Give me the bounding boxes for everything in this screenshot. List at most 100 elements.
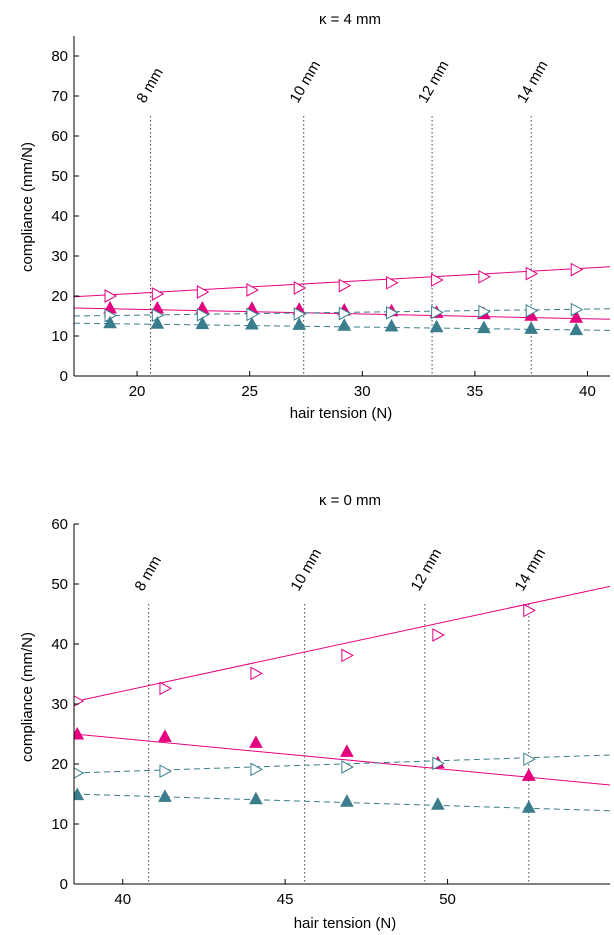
top-series-0-point-6 bbox=[386, 275, 399, 290]
top-x-tick-label-3: 35 bbox=[467, 383, 484, 400]
top-series-0-point-2 bbox=[196, 285, 210, 299]
top-series-0-point-1 bbox=[151, 287, 165, 301]
bottom-y-tick-label-6: 60 bbox=[51, 516, 68, 533]
top-series-2-point-10 bbox=[570, 302, 584, 317]
top-y-tick-label-7: 70 bbox=[51, 88, 68, 105]
bottom-x-tick-label-0: 40 bbox=[114, 891, 131, 908]
top-series-0-point-8 bbox=[478, 269, 491, 284]
bottom-series-2-point-2 bbox=[250, 762, 263, 777]
bottom-y-tick-label-2: 20 bbox=[51, 756, 68, 773]
bottom-series-2-point-3 bbox=[341, 760, 354, 774]
top-y-tick-label-2: 20 bbox=[51, 288, 68, 305]
bottom-series-2-point-5 bbox=[523, 752, 536, 767]
bottom-x-axis-title: hair tension (N) bbox=[294, 915, 397, 932]
bottom-y-axis-title: compliance (mm/N) bbox=[19, 632, 36, 762]
bottom-vline-label-0: 8 mm bbox=[131, 553, 164, 594]
top-series-0-point-3 bbox=[246, 283, 259, 297]
bottom-y-tick-label-4: 40 bbox=[51, 636, 68, 653]
top-y-tick-label-8: 80 bbox=[51, 48, 68, 65]
bottom-panel-title: κ = 0 mm bbox=[319, 492, 381, 509]
top-vline-label-3: 14 mm bbox=[514, 58, 552, 106]
top-series-1-point-10 bbox=[569, 310, 584, 323]
top-series-3-point-0 bbox=[103, 315, 117, 329]
top-series-3-point-10 bbox=[569, 322, 584, 336]
top-y-tick-label-3: 30 bbox=[51, 248, 68, 265]
top-series-3-point-6 bbox=[384, 318, 399, 332]
bottom-series-2-point-1 bbox=[159, 764, 173, 779]
bottom-vline-label-3: 14 mm bbox=[512, 546, 550, 594]
bottom-plot-area: 8 mm 10 mm 12 mm 14 mm 0 10 20 30 40 50 60 40 45 50 bbox=[51, 516, 610, 908]
top-series-2-point-3 bbox=[246, 307, 259, 322]
top-series-0-point-4 bbox=[293, 281, 307, 295]
top-vline-label-1: 10 mm bbox=[286, 58, 324, 106]
bottom-panel: κ = 0 mm 8 mm 10 mm 12 mm 14 mm 0 10 20 30 40 50 6… bbox=[19, 492, 610, 932]
top-y-tick-label-4: 40 bbox=[51, 208, 68, 225]
bottom-y-tick-label-1: 10 bbox=[51, 816, 68, 833]
top-series-0-point-5 bbox=[338, 278, 352, 293]
bottom-series-group bbox=[74, 585, 610, 813]
top-series-2-point-4 bbox=[293, 307, 307, 321]
top-series-3-point-5 bbox=[337, 318, 352, 331]
bottom-series-0-point-4 bbox=[432, 628, 445, 642]
bottom-series-3-point-1 bbox=[158, 789, 172, 802]
bottom-series-1-point-5 bbox=[521, 768, 536, 781]
top-series-3-point-9 bbox=[524, 321, 539, 334]
top-series-0-point-10 bbox=[570, 262, 584, 277]
bottom-y-tick-label-5: 50 bbox=[51, 576, 68, 593]
top-y-tick-label-6: 60 bbox=[51, 128, 68, 145]
bottom-series-1-point-3 bbox=[340, 744, 354, 757]
top-panel: κ = 4 mm 8 mm 10 mm 12 mm 14 mm 0 10 20 30 40 50 6… bbox=[19, 11, 610, 422]
top-x-tick-label-0: 20 bbox=[129, 383, 146, 400]
bottom-series-1-point-1 bbox=[158, 729, 172, 742]
bottom-series-0-line bbox=[74, 585, 610, 703]
bottom-series-3-point-3 bbox=[340, 794, 354, 807]
bottom-series-1-point-0 bbox=[74, 726, 85, 740]
bottom-series-1-line bbox=[74, 733, 610, 786]
top-plot-area: 8 mm 10 mm 12 mm 14 mm 0 10 20 30 40 50 60 70 80 20 25… bbox=[51, 36, 610, 400]
bottom-series-2-point-4 bbox=[432, 756, 445, 771]
bottom-series-0-point-2 bbox=[250, 666, 263, 681]
top-series-2-point-8 bbox=[478, 304, 491, 319]
top-y-tick-label-0: 0 bbox=[60, 368, 68, 385]
top-series-3-point-4 bbox=[292, 317, 307, 330]
bottom-series-3-point-5 bbox=[521, 800, 536, 813]
top-panel-title: κ = 4 mm bbox=[319, 11, 381, 28]
bottom-series-3-point-4 bbox=[430, 797, 445, 810]
top-series-2-point-5 bbox=[338, 306, 352, 321]
bottom-series-0-point-1 bbox=[159, 681, 173, 696]
top-y-tick-label-1: 10 bbox=[51, 328, 68, 345]
top-series-2-point-6 bbox=[386, 305, 399, 320]
bottom-x-tick-label-1: 45 bbox=[277, 891, 294, 908]
top-series-3-point-2 bbox=[195, 316, 210, 330]
bottom-x-tick-label-2: 50 bbox=[439, 891, 456, 908]
top-series-3-point-8 bbox=[477, 320, 491, 334]
top-series-0-point-9 bbox=[525, 266, 539, 281]
bottom-series-2-point-0 bbox=[74, 767, 85, 779]
top-y-tick-label-5: 50 bbox=[51, 168, 68, 185]
bottom-vline-label-1: 10 mm bbox=[287, 546, 325, 594]
top-x-tick-label-4: 40 bbox=[579, 383, 596, 400]
top-vline-label-0: 8 mm bbox=[133, 65, 166, 106]
top-series-0-point-0 bbox=[104, 289, 118, 303]
bottom-y-tick-label-3: 30 bbox=[51, 696, 68, 713]
bottom-series-0-point-3 bbox=[341, 648, 354, 663]
top-x-axis-title: hair tension (N) bbox=[290, 405, 393, 422]
bottom-series-0-point-5 bbox=[523, 603, 536, 618]
top-x-tick-label-1: 25 bbox=[241, 383, 258, 400]
top-x-tick-label-2: 30 bbox=[354, 383, 371, 400]
top-series-2-point-9 bbox=[525, 303, 539, 318]
top-series-3-point-7 bbox=[429, 319, 444, 333]
top-series-0-point-7 bbox=[431, 273, 444, 287]
top-series-group bbox=[74, 262, 610, 336]
bottom-vline-label-2: 12 mm bbox=[408, 546, 446, 594]
bottom-y-tick-label-0: 0 bbox=[60, 876, 68, 893]
top-vline-label-2: 12 mm bbox=[415, 58, 453, 106]
top-series-2-point-7 bbox=[431, 305, 444, 320]
bottom-series-3-point-0 bbox=[74, 787, 85, 801]
top-y-axis-title: compliance (mm/N) bbox=[19, 142, 36, 272]
top-series-3-point-1 bbox=[150, 316, 165, 329]
top-series-3-point-3 bbox=[245, 316, 259, 330]
bottom-series-1-point-2 bbox=[249, 735, 263, 748]
bottom-series-3-point-2 bbox=[249, 791, 263, 805]
